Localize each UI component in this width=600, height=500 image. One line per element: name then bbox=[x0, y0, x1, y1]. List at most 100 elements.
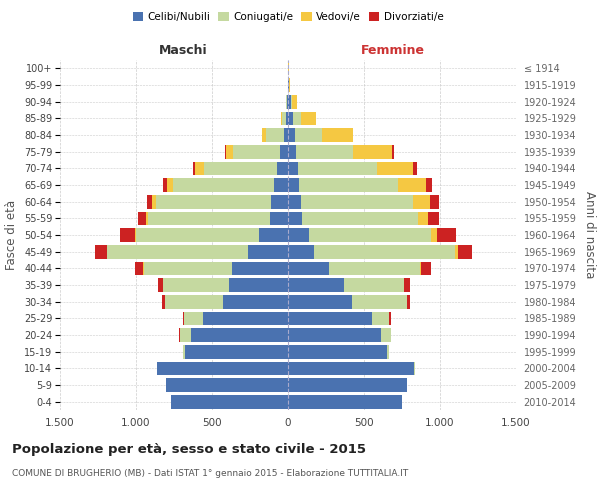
Bar bbox=[371, 312, 389, 325]
Text: Popolazione per età, sesso e stato civile - 2015: Popolazione per età, sesso e stato civil… bbox=[12, 442, 366, 456]
Bar bbox=[295, 128, 322, 142]
Bar bbox=[286, 112, 288, 125]
Bar bbox=[193, 162, 195, 175]
Bar bbox=[291, 95, 292, 108]
Bar bbox=[288, 345, 387, 358]
Bar bbox=[182, 312, 184, 325]
Bar bbox=[259, 228, 288, 242]
Bar bbox=[413, 195, 430, 208]
Bar bbox=[191, 328, 288, 342]
Bar bbox=[184, 312, 203, 325]
Text: COMUNE DI BRUGHERIO (MB) - Dati ISTAT 1° gennaio 2015 - Elaborazione TUTTITALIA.: COMUNE DI BRUGHERIO (MB) - Dati ISTAT 1°… bbox=[12, 469, 408, 478]
Bar bbox=[381, 328, 391, 342]
Bar bbox=[148, 212, 270, 225]
Bar bbox=[107, 245, 248, 258]
Bar bbox=[387, 345, 389, 358]
Bar bbox=[135, 262, 143, 275]
Bar bbox=[289, 78, 290, 92]
Bar bbox=[287, 95, 288, 108]
Bar bbox=[407, 295, 410, 308]
Bar bbox=[288, 112, 293, 125]
Bar bbox=[262, 128, 266, 142]
Bar bbox=[392, 145, 394, 158]
Bar bbox=[163, 278, 229, 292]
Bar bbox=[223, 295, 288, 308]
Bar bbox=[277, 162, 288, 175]
Bar bbox=[195, 162, 203, 175]
Bar bbox=[428, 212, 439, 225]
Bar bbox=[229, 278, 288, 292]
Bar bbox=[420, 262, 421, 275]
Bar bbox=[389, 312, 391, 325]
Bar bbox=[455, 245, 458, 258]
Bar bbox=[284, 128, 288, 142]
Bar bbox=[232, 262, 288, 275]
Bar bbox=[286, 95, 287, 108]
Bar bbox=[173, 178, 274, 192]
Bar bbox=[95, 245, 107, 258]
Bar bbox=[288, 245, 314, 258]
Bar bbox=[352, 295, 407, 308]
Bar bbox=[143, 262, 232, 275]
Bar bbox=[156, 195, 271, 208]
Y-axis label: Fasce di età: Fasce di età bbox=[5, 200, 19, 270]
Bar bbox=[298, 162, 377, 175]
Bar bbox=[288, 128, 295, 142]
Bar bbox=[146, 212, 148, 225]
Bar bbox=[136, 228, 259, 242]
Bar bbox=[288, 145, 296, 158]
Bar bbox=[288, 278, 344, 292]
Bar bbox=[119, 228, 135, 242]
Bar bbox=[301, 112, 316, 125]
Bar bbox=[158, 278, 163, 292]
Bar bbox=[377, 162, 413, 175]
Bar bbox=[413, 162, 417, 175]
Bar bbox=[353, 145, 392, 158]
Bar bbox=[288, 195, 301, 208]
Bar bbox=[299, 178, 398, 192]
Bar bbox=[344, 278, 404, 292]
Bar bbox=[135, 228, 136, 242]
Bar bbox=[180, 328, 191, 342]
Bar bbox=[152, 195, 156, 208]
Bar bbox=[427, 178, 432, 192]
Bar bbox=[185, 345, 288, 358]
Bar bbox=[166, 378, 288, 392]
Bar bbox=[314, 245, 455, 258]
Bar bbox=[430, 195, 439, 208]
Bar bbox=[271, 195, 288, 208]
Bar bbox=[233, 145, 280, 158]
Y-axis label: Anni di nascita: Anni di nascita bbox=[583, 192, 596, 278]
Bar bbox=[329, 262, 420, 275]
Bar bbox=[288, 78, 289, 92]
Bar bbox=[288, 378, 407, 392]
Bar bbox=[280, 145, 288, 158]
Bar bbox=[288, 328, 381, 342]
Text: Maschi: Maschi bbox=[159, 44, 208, 57]
Bar bbox=[292, 95, 297, 108]
Bar bbox=[404, 278, 410, 292]
Bar bbox=[248, 245, 288, 258]
Bar bbox=[431, 228, 437, 242]
Bar bbox=[322, 128, 353, 142]
Bar bbox=[182, 345, 185, 358]
Bar bbox=[138, 212, 146, 225]
Bar bbox=[288, 178, 299, 192]
Bar bbox=[288, 262, 329, 275]
Bar bbox=[171, 395, 288, 408]
Bar bbox=[398, 178, 427, 192]
Bar bbox=[293, 112, 301, 125]
Bar bbox=[288, 362, 414, 375]
Bar bbox=[157, 362, 288, 375]
Legend: Celibi/Nubili, Coniugati/e, Vedovi/e, Divorziati/e: Celibi/Nubili, Coniugati/e, Vedovi/e, Di… bbox=[128, 8, 448, 26]
Bar bbox=[270, 212, 288, 225]
Bar bbox=[421, 262, 431, 275]
Bar bbox=[296, 145, 353, 158]
Bar bbox=[225, 145, 226, 158]
Bar bbox=[167, 178, 173, 192]
Bar bbox=[179, 328, 180, 342]
Bar bbox=[288, 95, 291, 108]
Bar bbox=[437, 228, 457, 242]
Bar bbox=[163, 178, 167, 192]
Bar bbox=[162, 295, 165, 308]
